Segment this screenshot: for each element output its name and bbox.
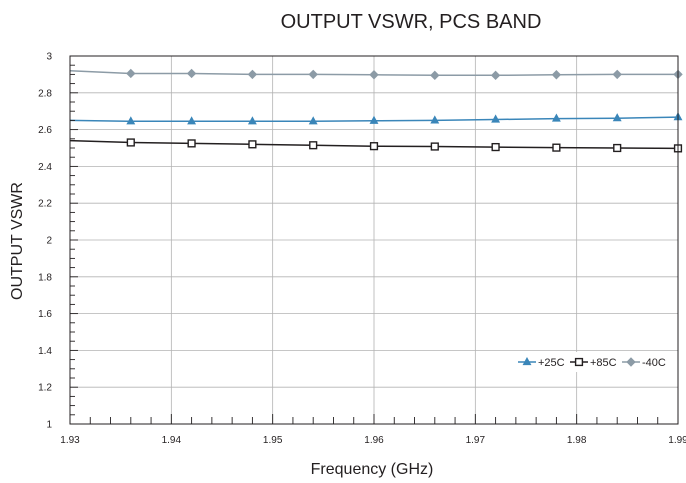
y-tick-label: 1.4 [38,346,52,357]
legend-label: +85C [590,357,617,369]
data-point [430,142,439,151]
data-point [551,113,561,122]
data-point [430,70,440,81]
data-point [491,114,501,123]
legend-label: +25C [538,357,565,369]
y-tick-label: 2.4 [38,162,52,173]
series-+25C [69,112,683,125]
y-tick-label: 1.6 [38,309,52,320]
data-point [308,69,318,80]
series-+85C [69,138,683,153]
data-point [551,70,562,80]
tick-labels: 1.93 1.94 1.95 1.96 1.97 1.98 1.99 1 1.2 1.4 1.6 1.… [38,52,686,447]
data-point [126,68,136,79]
y-tick-label: 2.2 [38,199,52,210]
data-point [522,356,532,366]
data-point [186,68,197,79]
chart-title: OUTPUT VSWR, PCS BAND [281,11,542,33]
data-point [552,143,561,152]
y-tick-label: 1 [46,420,52,431]
y-tick-label: 2.6 [38,125,52,136]
data-point [248,140,257,149]
data-point [309,141,318,150]
x-tick-label: 1.95 [263,435,283,446]
series-lines [69,68,683,153]
y-tick-label: 1.8 [38,272,52,283]
axes [69,55,679,425]
data-point [308,116,318,125]
y-axis-label: OUTPUT VSWR [9,182,26,300]
data-point [187,116,197,125]
data-point [187,139,196,148]
data-point [126,116,136,125]
data-point [369,115,379,124]
y-tick-label: 2 [46,236,52,247]
y-tick-label: 2.8 [38,88,52,99]
legend: +25C +85C -40C [512,352,676,372]
x-tick-label: 1.97 [466,435,486,446]
legend-box [512,352,676,372]
data-point [574,357,584,367]
data-point [613,143,622,153]
data-point [247,69,258,80]
x-axis-label: Frequency (GHz) [311,461,434,478]
data-point [247,116,257,125]
x-tick-label: 1.96 [364,435,384,446]
x-tick-label: 1.98 [567,435,587,446]
legend-entry: -40C [622,357,666,369]
data-point [612,69,622,80]
data-point [369,142,379,151]
x-tick-label: 1.93 [60,435,80,446]
data-point [626,357,636,367]
x-tick-label: 1.99 [668,435,686,446]
data-point [369,70,379,80]
data-point [490,70,501,81]
data-point [430,115,440,124]
grid [70,56,678,424]
series--40C [69,68,683,81]
y-tick-label: 1.2 [38,383,52,394]
legend-entry: +85C [570,357,617,369]
data-point [612,113,622,122]
x-tick-label: 1.94 [162,435,182,446]
data-point [491,142,500,152]
data-point [126,138,135,147]
legend-entry: +25C [518,356,565,369]
y-tick-label: 3 [46,52,52,63]
legend-label: -40C [642,357,666,369]
